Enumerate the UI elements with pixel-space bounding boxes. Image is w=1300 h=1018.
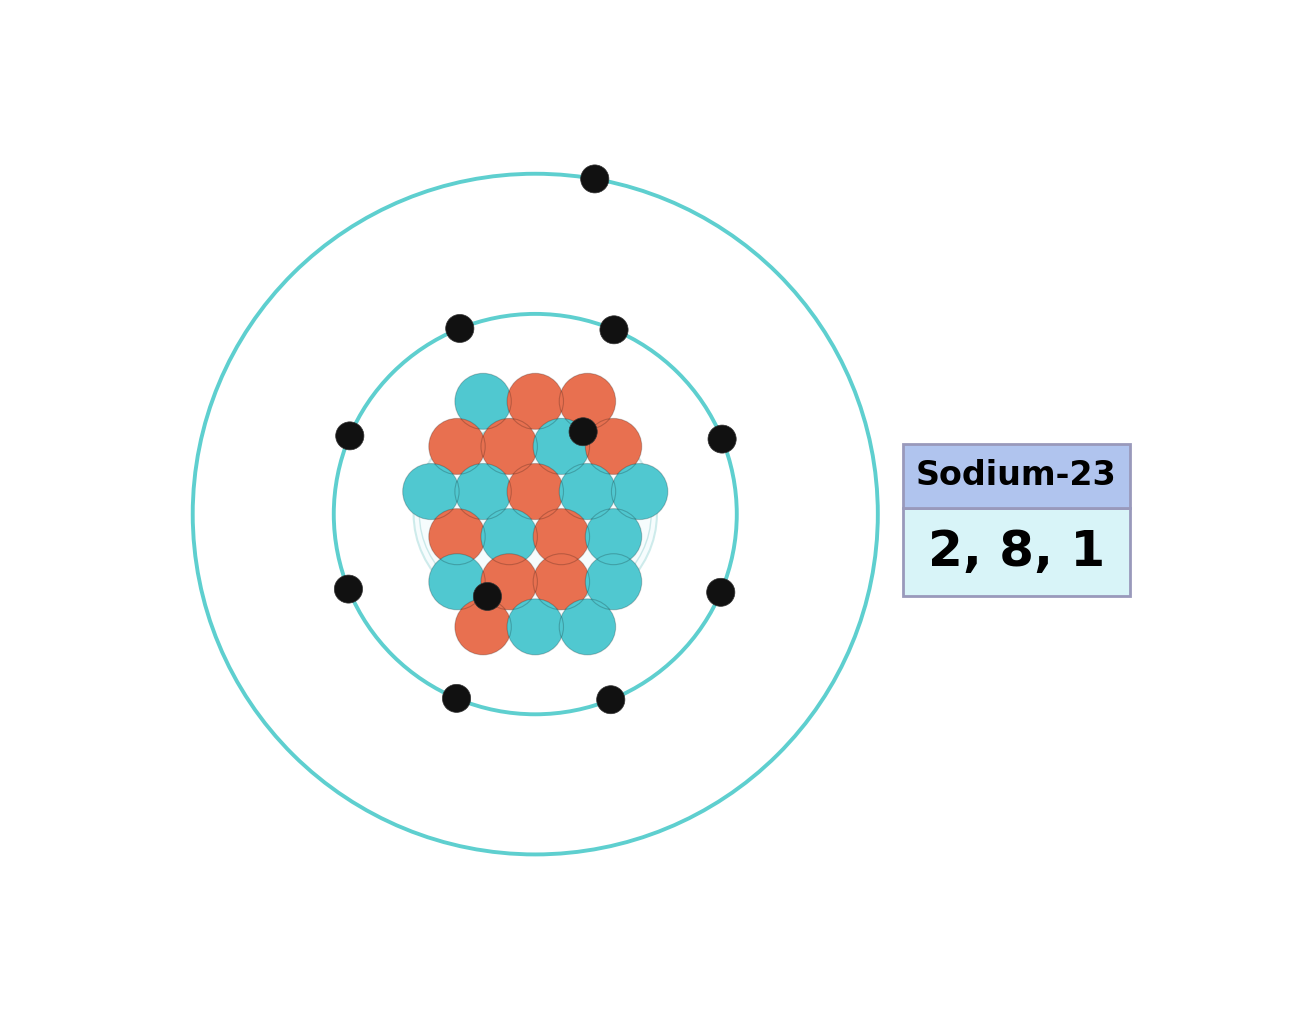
Circle shape: [429, 554, 485, 610]
Circle shape: [429, 509, 485, 565]
Circle shape: [335, 421, 364, 450]
Circle shape: [597, 686, 625, 714]
Circle shape: [442, 684, 471, 713]
Circle shape: [707, 578, 734, 607]
Circle shape: [533, 509, 590, 565]
Circle shape: [429, 418, 485, 474]
FancyBboxPatch shape: [903, 508, 1130, 597]
Circle shape: [569, 417, 597, 446]
Circle shape: [533, 554, 590, 610]
Circle shape: [507, 599, 563, 655]
Circle shape: [585, 509, 642, 565]
Circle shape: [446, 315, 474, 342]
Circle shape: [481, 554, 537, 610]
Text: 2, 8, 1: 2, 8, 1: [928, 528, 1105, 576]
Circle shape: [559, 463, 616, 519]
Circle shape: [559, 374, 616, 430]
Circle shape: [473, 582, 502, 611]
Circle shape: [507, 463, 563, 519]
Circle shape: [507, 374, 563, 430]
Circle shape: [559, 599, 616, 655]
Circle shape: [611, 463, 668, 519]
Circle shape: [533, 418, 590, 474]
Circle shape: [334, 575, 363, 603]
Circle shape: [455, 463, 511, 519]
Circle shape: [581, 165, 608, 193]
Circle shape: [585, 418, 642, 474]
Circle shape: [403, 463, 459, 519]
Circle shape: [599, 316, 628, 344]
Circle shape: [455, 599, 511, 655]
Circle shape: [455, 374, 511, 430]
Circle shape: [481, 418, 537, 474]
Text: Sodium-23: Sodium-23: [916, 459, 1117, 492]
Ellipse shape: [413, 407, 656, 621]
Circle shape: [481, 509, 537, 565]
Circle shape: [585, 554, 642, 610]
Circle shape: [708, 426, 736, 453]
FancyBboxPatch shape: [903, 444, 1130, 508]
